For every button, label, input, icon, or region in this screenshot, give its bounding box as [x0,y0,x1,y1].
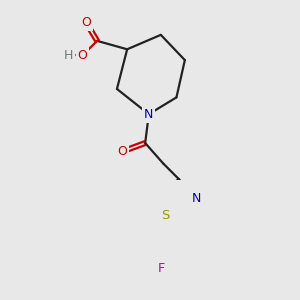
Text: N: N [192,192,202,205]
Text: O: O [78,49,88,62]
Text: H: H [64,49,73,62]
Text: O: O [81,16,91,29]
Text: O: O [117,145,127,158]
Text: F: F [157,262,164,275]
Text: N: N [144,108,154,121]
Text: S: S [161,209,169,222]
